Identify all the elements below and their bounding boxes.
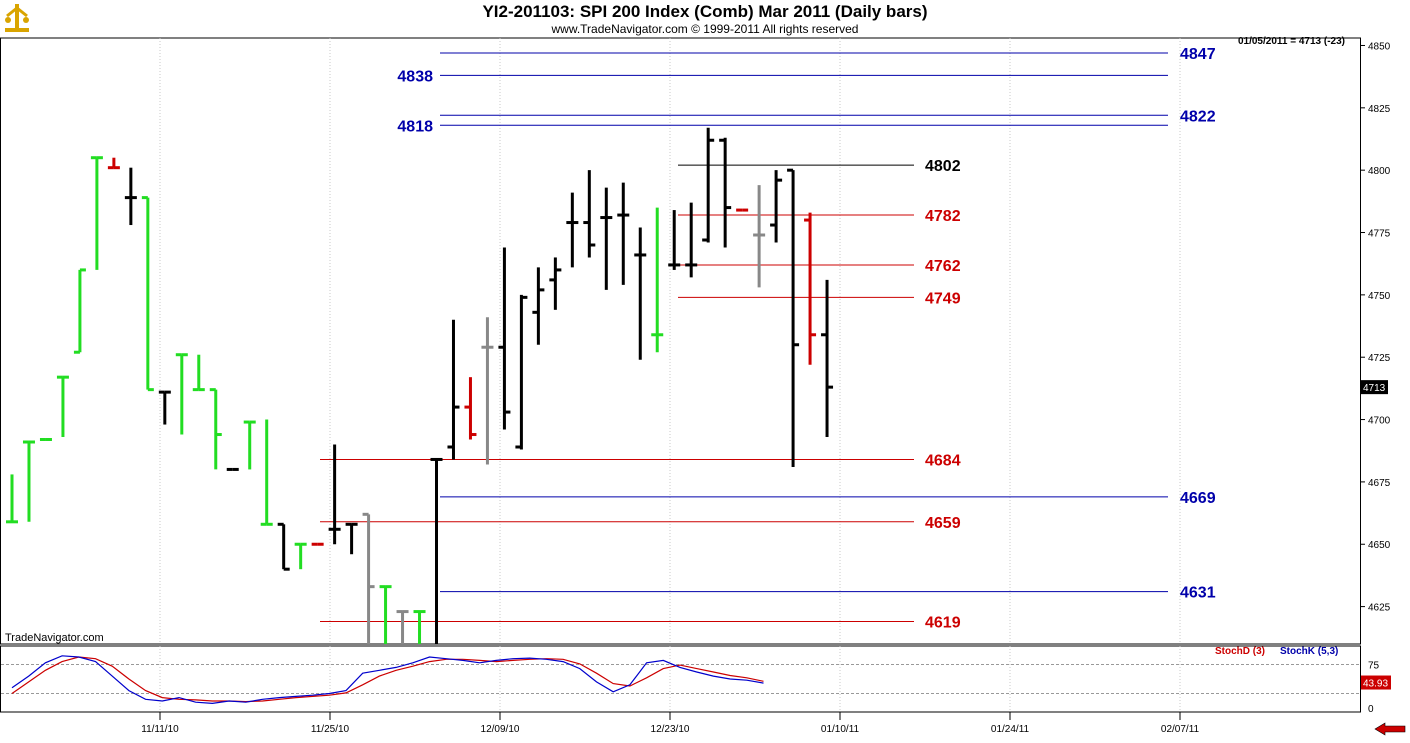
x-tick-label: 02/07/11: [1161, 724, 1200, 735]
watermark: TradeNavigator.com: [5, 632, 104, 644]
indicator-panel-frame: [0, 645, 1361, 713]
y-tick-label: 4725: [1368, 353, 1391, 364]
y-tick-label: 4825: [1368, 104, 1391, 115]
level-label-4847: 4847: [1180, 46, 1216, 63]
stochk-legend: StochK (5,3): [1280, 646, 1339, 657]
last-quote: 01/05/2011 = 4713 (-23): [1237, 36, 1345, 47]
chart-subtitle: www.TradeNavigator.com © 1999-2011 All r…: [551, 22, 859, 36]
level-label-4802: 4802: [925, 158, 961, 175]
y-tick-label: 4850: [1368, 41, 1391, 52]
level-label-4838: 4838: [397, 68, 433, 85]
stochd-line: [11, 656, 764, 703]
x-tick-label: 12/23/10: [651, 724, 690, 735]
level-label-4818: 4818: [397, 118, 433, 135]
stochd-legend: StochD (3): [1215, 646, 1265, 657]
x-tick-label: 12/09/10: [481, 724, 520, 735]
x-tick-label: 01/24/11: [991, 724, 1030, 735]
level-label-4669: 4669: [1180, 490, 1216, 507]
x-tick-label: 01/10/11: [821, 724, 860, 735]
y-tick-label: 4700: [1368, 416, 1391, 427]
y-tick-label: 4750: [1368, 291, 1391, 302]
y-tick-label: 4650: [1368, 540, 1391, 551]
level-label-4782: 4782: [925, 208, 961, 225]
level-label-4619: 4619: [925, 615, 961, 632]
x-tick-label: 11/11/10: [141, 724, 179, 735]
level-label-4631: 4631: [1180, 585, 1216, 602]
last-price-tag: [1361, 380, 1388, 395]
trade-navigator-logo-icon: [5, 4, 29, 32]
last-price-label: 4713: [1363, 383, 1386, 394]
y-tick-label: 4625: [1368, 603, 1391, 614]
stoch-tick-75: 75: [1368, 661, 1380, 672]
y-tick-label: 4675: [1368, 478, 1391, 489]
level-label-4659: 4659: [925, 515, 961, 532]
stoch-value-tag: [1361, 675, 1391, 690]
stochk-line: [11, 655, 764, 705]
level-label-4749: 4749: [925, 290, 961, 307]
y-tick-label: 4775: [1368, 229, 1391, 240]
stoch-tick-0: 0: [1368, 704, 1374, 715]
level-label-4762: 4762: [925, 258, 961, 275]
level-label-4684: 4684: [925, 452, 961, 469]
stoch-value-label: 43.93: [1363, 679, 1388, 690]
level-label-4822: 4822: [1180, 108, 1216, 125]
y-tick-label: 4800: [1368, 166, 1391, 177]
x-tick-label: 11/25/10: [311, 724, 350, 735]
scroll-back-arrow-icon[interactable]: [1373, 722, 1407, 736]
chart-title: YI2-201103: SPI 200 Index (Comb) Mar 201…: [482, 2, 928, 21]
price-panel-frame: [0, 37, 1361, 645]
